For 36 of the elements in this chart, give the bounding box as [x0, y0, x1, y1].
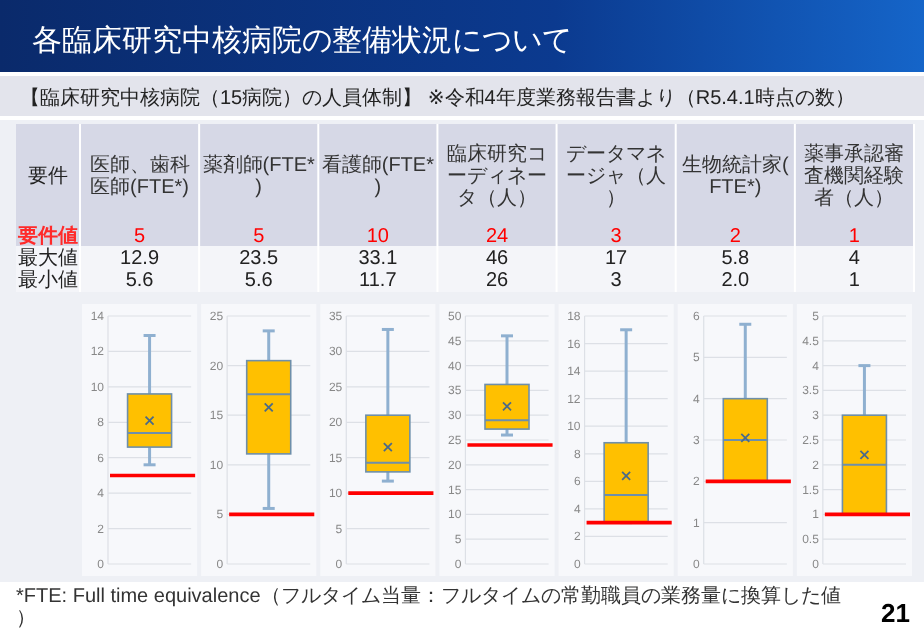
text: 23.5: [239, 248, 280, 270]
text: 46: [485, 248, 509, 270]
chart-title: 医師、歯科医師(FTE*): [89, 153, 190, 199]
text: 最小値: [18, 268, 78, 292]
text: 3: [610, 270, 623, 292]
ref-line-label: 1: [848, 226, 861, 248]
text: 2.0: [721, 270, 751, 292]
chart-title: 臨床研究コーディネータ（人）: [447, 142, 547, 210]
chart-title: 生物統計家(FTE*): [681, 153, 790, 199]
ref-line-label: 2: [729, 226, 742, 248]
chart-title: 薬事承認審査機関経験者（人）: [804, 142, 905, 210]
chart-title: 薬剤師(FTE*): [202, 153, 316, 199]
text: 12.9: [120, 248, 160, 270]
text: 5.6: [125, 270, 155, 292]
ref-line-label: 3: [610, 226, 623, 248]
ref-line-label: 10: [366, 226, 390, 248]
text: 17: [605, 248, 629, 270]
text: 5.6: [244, 270, 274, 292]
chart-title: データマネージャ（人）: [566, 144, 667, 210]
text: 1: [848, 270, 861, 292]
ref-line-label: 5: [134, 226, 147, 248]
text: *FTE: Full time equivalence（フルタイム当量：フルタイムの常勤職員の業務量に換算した値）: [16, 584, 841, 630]
text: 21: [881, 598, 910, 628]
text: 要件値: [16, 224, 78, 248]
text: 【臨床研究中核病院（15病院）の人員体制】 ※令和4年度業務報告書より（R5.4.1時点の数）: [20, 86, 855, 110]
ref-line-label: 24: [485, 226, 509, 248]
text: 26: [485, 270, 509, 292]
text: 11.7: [359, 270, 398, 292]
text: 最大値: [18, 246, 78, 270]
text: 4: [848, 248, 861, 270]
ref-line-label: 5: [253, 226, 266, 248]
text: 5.8: [721, 248, 751, 270]
text: 要件: [28, 166, 68, 188]
chart-title: 看護師(FTE*): [321, 153, 435, 199]
text: 各臨床研究中核病院の整備状況について: [32, 24, 572, 58]
text: 33.1: [358, 248, 399, 270]
